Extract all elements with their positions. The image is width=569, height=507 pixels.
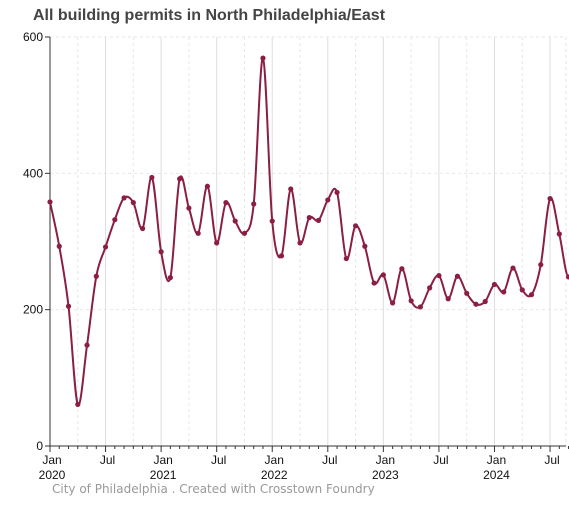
data-point <box>232 218 238 224</box>
data-point <box>390 300 396 306</box>
data-point <box>47 199 53 205</box>
data-point <box>501 289 507 295</box>
x-tick-label-year: 2024 <box>483 468 510 482</box>
series-line-path <box>49 57 569 406</box>
data-point <box>214 240 220 246</box>
data-point <box>158 249 164 255</box>
data-point <box>519 287 525 293</box>
data-point <box>251 201 257 207</box>
data-point <box>325 197 331 203</box>
data-point <box>204 183 211 189</box>
x-tick-label-month: Jan <box>42 453 61 467</box>
data-point <box>362 243 368 249</box>
x-tick-label-year: 2021 <box>150 468 177 482</box>
data-point <box>380 272 386 278</box>
data-point <box>112 217 118 223</box>
data-point <box>223 200 229 206</box>
x-tick-label-month: Jan <box>265 453 284 467</box>
grid-lines <box>49 36 567 446</box>
data-point <box>167 275 173 281</box>
data-point <box>177 176 183 182</box>
data-point <box>510 265 516 271</box>
data-point <box>538 262 544 268</box>
data-point <box>195 230 201 236</box>
data-point <box>84 342 90 348</box>
x-tick-label-month: Jul <box>211 453 226 467</box>
series-line <box>49 57 569 406</box>
data-point <box>436 272 442 279</box>
data-point <box>371 280 377 286</box>
x-tick-label-year: 2023 <box>372 468 399 482</box>
data-point <box>427 285 433 291</box>
data-point <box>565 274 569 280</box>
series-points <box>47 55 569 408</box>
data-point <box>102 244 109 250</box>
footer-credit: City of Philadelphia . Created with Cros… <box>52 482 375 496</box>
data-point <box>417 304 423 310</box>
x-tick-label-month: Jan <box>153 453 172 467</box>
data-point <box>547 195 553 202</box>
x-tick-label-month: Jul <box>322 453 337 467</box>
data-point <box>260 55 266 61</box>
data-point <box>445 296 451 302</box>
data-point <box>315 217 322 223</box>
data-point <box>473 301 479 307</box>
data-point <box>334 189 340 196</box>
data-point <box>140 225 146 232</box>
data-point <box>491 281 498 288</box>
data-point <box>56 243 62 249</box>
data-point <box>306 215 312 221</box>
data-point <box>186 205 192 211</box>
x-tick-label-month: Jul <box>433 453 448 467</box>
data-point <box>528 292 535 298</box>
data-point <box>464 290 470 296</box>
data-point <box>297 240 303 246</box>
data-point <box>130 200 136 206</box>
y-tick-label: 0 <box>36 439 43 453</box>
y-tick-label: 400 <box>23 166 43 180</box>
data-point <box>75 401 81 408</box>
data-point <box>556 231 562 237</box>
data-point <box>241 230 248 236</box>
axes <box>45 36 569 452</box>
x-tick-label-month: Jul <box>544 453 559 467</box>
data-point <box>121 195 127 201</box>
data-point <box>352 223 359 229</box>
y-tick-label: 200 <box>23 303 43 317</box>
x-tick-label-month: Jul <box>100 453 115 467</box>
data-point <box>343 255 349 262</box>
x-tick-label-month: Jan <box>376 453 395 467</box>
data-point <box>269 218 275 224</box>
data-point <box>408 298 414 304</box>
data-point <box>149 174 155 181</box>
data-point <box>399 266 405 272</box>
data-point <box>93 273 99 279</box>
data-point <box>65 303 72 309</box>
data-point <box>288 186 294 192</box>
data-point <box>482 298 488 305</box>
x-tick-label-year: 2020 <box>39 468 66 482</box>
data-point <box>454 273 461 279</box>
y-tick-label: 600 <box>23 30 43 44</box>
x-tick-label-month: Jan <box>487 453 506 467</box>
chart-title: All building permits in North Philadelph… <box>33 7 386 24</box>
data-point <box>278 253 285 259</box>
x-tick-label-year: 2022 <box>261 468 288 482</box>
